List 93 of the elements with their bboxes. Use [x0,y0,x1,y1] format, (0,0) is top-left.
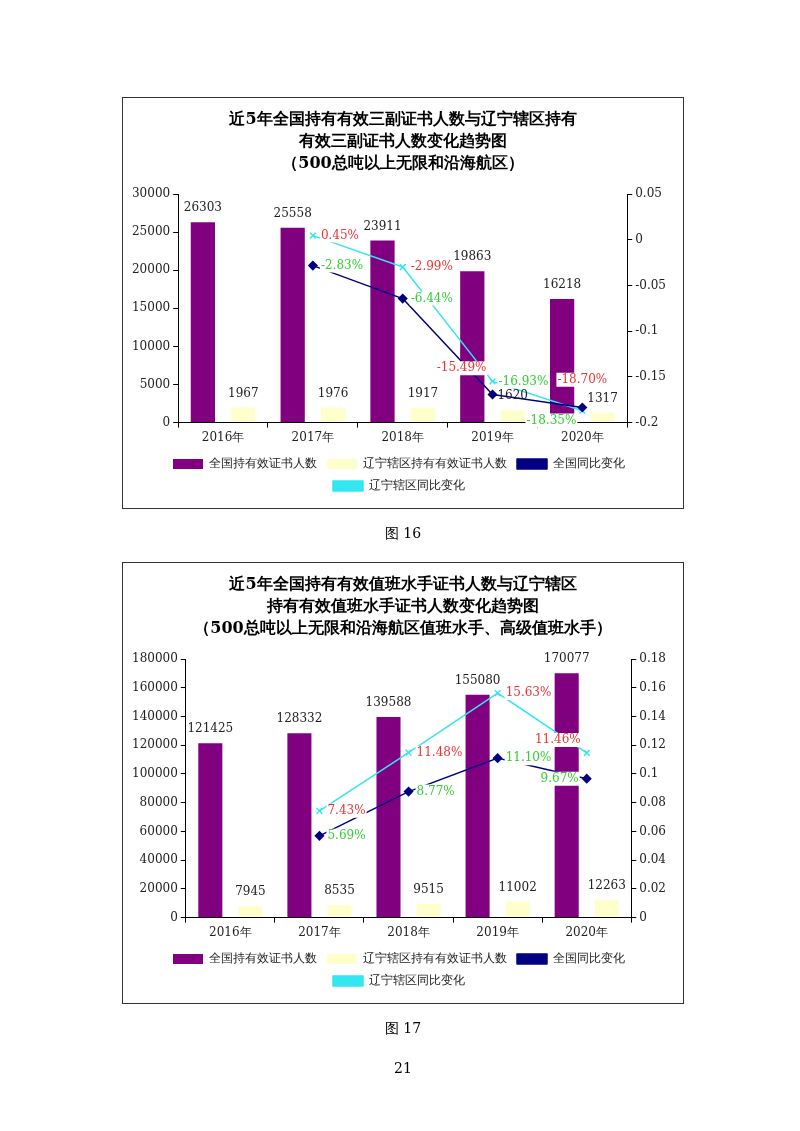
x-tick-label: 2017年 [298,924,341,939]
y-tick-label: 60000 [139,823,178,838]
data-label: 12263 [587,878,626,893]
data-label: 1917 [407,386,439,401]
data-label: 0.45% [320,227,360,242]
y2-tick-label: -0.1 [635,323,659,338]
chart-title: 近5年全国持有有效三副证书人数与辽宁辖区持有有效三副证书人数变化趋势图 [228,108,578,152]
y2-tick-label: 0.18 [639,651,666,666]
y2-tick-label: 0.1 [639,766,659,781]
legend-label: 辽宁辖区同比变化 [369,478,465,493]
y-tick-label: 20000 [131,262,171,277]
y2-tick-label: 0.12 [639,737,666,752]
data-label: 139588 [365,695,412,710]
data-label: 1967 [228,385,259,400]
data-label: 155080 [454,672,501,687]
data-label: 128332 [276,711,323,726]
y-tick-label: 80000 [139,794,178,809]
y2-tick-label: 0.02 [639,880,666,895]
y-tick-label: 120000 [132,737,178,752]
data-label: 19863 [453,249,492,264]
data-label: 8535 [324,883,355,898]
text: 21 [393,1060,413,1076]
data-label: -2.83% [320,257,364,272]
data-label: 8.77% [416,783,455,798]
x-tick-label: 2016年 [209,924,252,939]
y2-tick-label: 0.16 [639,679,666,694]
data-label: -2.99% [410,259,453,274]
data-label: 15.63% [505,685,552,700]
y2-tick-label: 0.08 [639,794,666,809]
y-tick-label: 40000 [139,852,178,867]
data-label: 7945 [235,884,266,899]
legend-label: 全国同比变化 [553,456,625,471]
data-label: 121425 [187,721,234,736]
x-tick-label: 2019年 [476,924,519,939]
caption: 图 16 [383,525,423,543]
data-label: 7.43% [327,802,366,817]
data-label: -18.70% [557,371,608,386]
legend-label: 全国持有效证书人数 [209,456,317,471]
data-label: 11.48% [416,744,463,759]
y2-tick-label: 0 [635,231,643,246]
legend-label: 辽宁辖区持有有效证书人数 [363,951,507,966]
data-label: 11.10% [505,750,552,765]
x-tick-label: 2017年 [291,429,335,444]
y-tick-label: 15000 [131,300,171,315]
x-tick-label: 2018年 [381,429,424,444]
y-tick-label: 10000 [131,338,171,353]
y-tick-label: 0 [162,414,171,429]
data-label: 11.46% [534,732,581,747]
x-tick-label: 2018年 [387,924,430,939]
y-tick-label: 180000 [132,651,178,666]
y-tick-label: 25000 [131,224,171,239]
x-tick-label: 2019年 [471,429,514,444]
legend-label: 辽宁辖区同比变化 [369,973,465,988]
data-label: -6.44% [410,290,453,305]
data-label: 16218 [543,277,582,292]
y2-tick-label: -0.05 [635,277,667,292]
chart-title: 近5年全国持有有效值班水手证书人数与辽宁辖区持有有效值班水手证书人数变化趋势图 [228,573,578,617]
chart-subtitle: （500总吨以上无限和沿海航区） [281,152,525,174]
y-tick-label: 5000 [139,376,171,391]
x-tick-label: 2016年 [201,429,245,444]
x-tick-label: 2020年 [565,924,609,939]
data-label: 5.69% [327,827,366,842]
y2-tick-label: 0.05 [635,186,662,201]
data-label: 25558 [273,205,312,220]
data-label: 9515 [413,882,444,897]
data-label: 23911 [363,218,402,233]
y-tick-label: 100000 [132,766,178,781]
y-tick-label: 0 [170,909,178,924]
y-tick-label: 140000 [132,708,178,723]
y2-tick-label: 0.06 [639,823,666,838]
y-tick-label: 20000 [139,880,178,895]
data-label: 1976 [317,385,349,400]
x-tick-label: 2020年 [561,429,604,444]
y2-tick-label: -0.15 [635,369,667,384]
legend-label: 全国持有效证书人数 [209,951,317,966]
y2-tick-label: 0.14 [639,708,667,723]
legend-label: 辽宁辖区持有有效证书人数 [363,456,507,471]
data-label: 1317 [587,390,618,405]
y-tick-label: 30000 [131,186,171,201]
data-label: 11002 [498,879,537,894]
y-tick-label: 160000 [132,679,178,694]
y2-tick-label: 0 [639,909,647,924]
y2-tick-label: -0.2 [635,414,659,429]
data-label: 26303 [183,200,222,215]
data-label: 170077 [543,651,590,666]
data-label: -15.49% [436,360,487,375]
chart-subtitle: （500总吨以上无限和沿海航区值班水手、高级值班水手） [193,617,613,639]
data-label: 9.67% [540,770,579,785]
data-label: -18.35% [526,412,577,427]
data-label: -16.93% [498,373,549,388]
legend-label: 全国同比变化 [553,951,625,966]
y2-tick-label: 0.04 [639,852,667,867]
caption: 图 17 [383,1020,423,1038]
